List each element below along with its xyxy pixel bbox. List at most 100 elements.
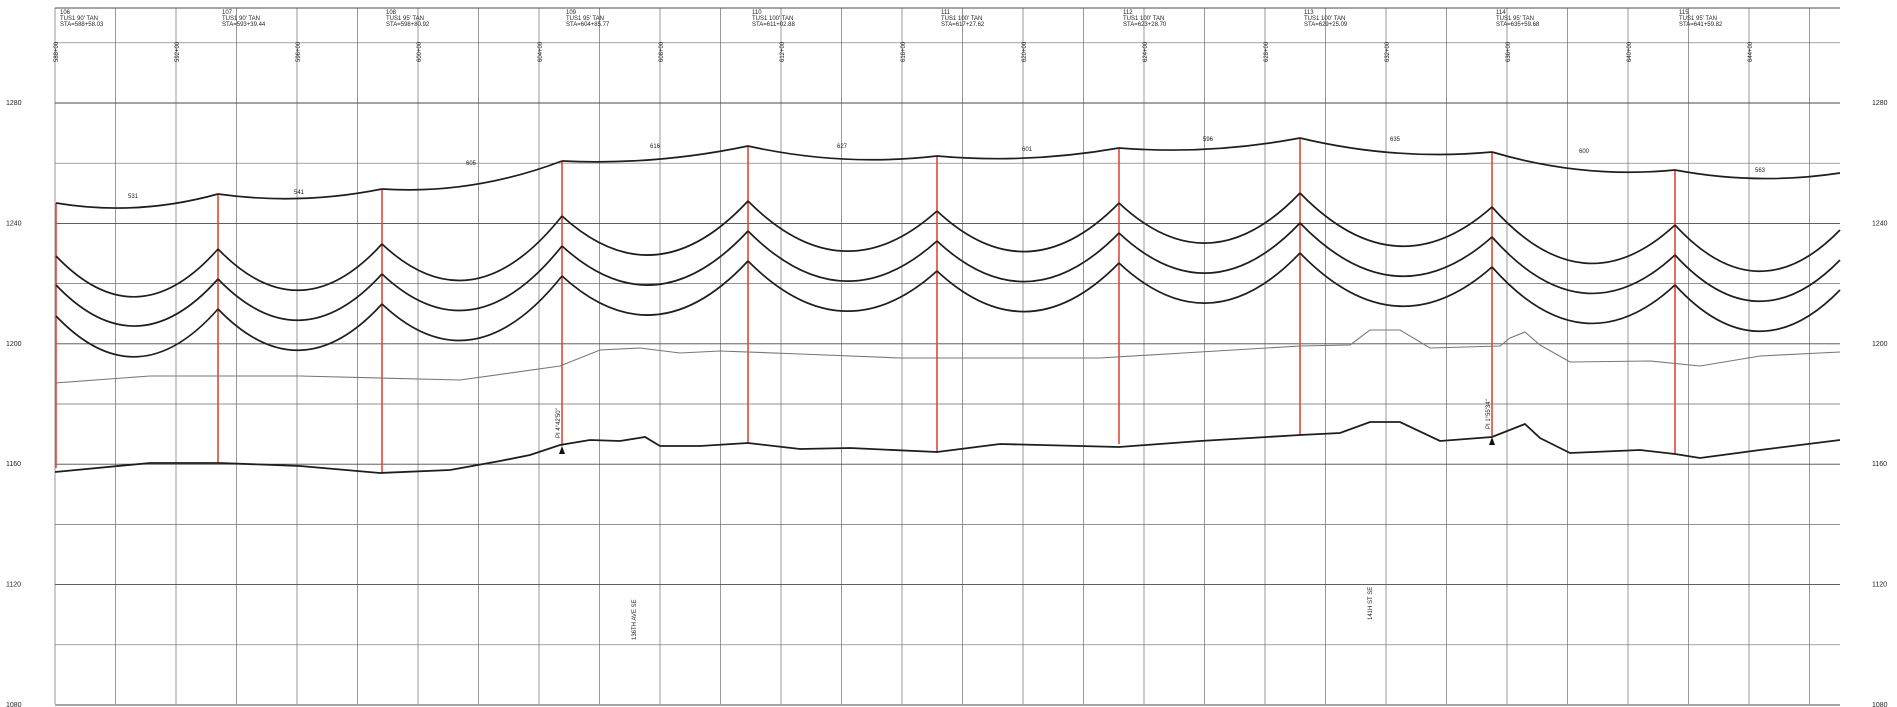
span-length-label: 601 [1022,147,1033,153]
span-length-label: 596 [1203,137,1214,143]
elevation-label-right: 1280 [1872,100,1888,107]
pole-description: TUS1 95' TAN [1679,16,1717,22]
lower-conductor-span [747,260,938,312]
pole-description: TUS1 95' TAN [1496,16,1534,22]
pi-marker-icon [1489,437,1495,445]
pi-markers: PI 4°42'50" PI 1°55'34" [556,399,1495,454]
conductor-sags [55,137,1841,358]
lower-conductor-span [1299,192,1493,248]
station-tick-label: 596+00 [296,41,302,62]
lower-conductor-span [381,215,563,282]
elevation-label-left: 1080 [6,702,22,707]
lower-conductor-span [381,245,563,312]
pole-description: TUS1 100' TAN [1304,16,1345,22]
lower-conductor-span [55,278,219,327]
pole-description: TUS1 90' TAN [60,16,98,22]
elevation-label-right: 1160 [1872,461,1887,468]
elevation-labels: 1280 1280 1240 1240 1200 1200 1160 1160 1120 1120… [6,100,1888,707]
station-tick-label: 588+00 [54,41,60,62]
lower-conductor-span [1491,266,1676,325]
pole-station: STA=588+58.03 [60,22,104,28]
pole-number: 106 [60,10,71,16]
ground-line-lower [54,421,1841,474]
pole-number: 110 [752,10,762,16]
lower-conductor-span [747,230,938,282]
lower-conductor-span [936,262,1120,313]
elevation-label-left: 1280 [6,100,22,107]
station-ticks: 588+00 592+00 596+00 600+00 604+00 608+00 612+… [54,41,1754,62]
pole-station: STA=593+39.44 [222,22,266,28]
elevation-label-left: 1200 [6,341,22,348]
pi-marker-icon [559,446,565,454]
lower-conductor-span [1118,192,1301,244]
span-length-labels: 531 541 605 616 627 601 596 635 600 563 [128,137,1766,200]
lower-conductor-span [1299,222,1493,278]
lower-conductor-span [55,248,219,298]
pole-number: 114 [1496,10,1506,16]
top-conductor-span [747,145,938,161]
pole-station: STA=635+59.68 [1496,22,1540,28]
top-conductor-span [1299,137,1493,156]
ground-profiles [54,329,1841,474]
elevation-label-right: 1120 [1872,582,1887,589]
elevation-label-right: 1240 [1872,220,1888,227]
span-length-label: 605 [466,161,477,167]
pole-number: 107 [222,10,233,16]
pole-station: STA=598+80.92 [386,22,430,28]
pole-number: 111 [941,10,951,16]
lower-conductor-span [1491,236,1676,295]
lower-conductor-span [936,232,1120,283]
lower-conductor-span [1491,206,1676,265]
lower-conductor-span [747,200,938,252]
pole-station: STA=623+28.70 [1123,22,1167,28]
lower-conductor-span [561,260,749,316]
ground-line-upper [54,329,1841,384]
pole-station: STA=641+59.82 [1679,22,1723,28]
station-tick-label: 592+00 [175,41,181,62]
pole-number: 115 [1679,10,1689,16]
elevation-label-right: 1200 [1872,341,1888,348]
station-tick-label: 644+00 [1748,41,1754,62]
lower-conductor-span [1118,252,1301,304]
pole-lines [55,138,1676,472]
span-length-label: 635 [1390,137,1401,143]
station-tick-label: 608+00 [659,41,665,62]
station-tick-label: 636+00 [1506,41,1512,62]
pole-number: 112 [1123,10,1133,16]
street-label: 141H ST SE [1368,587,1374,620]
station-tick-label: 616+00 [901,41,907,62]
pole-description: TUS1 100' TAN [941,16,982,22]
top-conductor-span [561,145,749,163]
span-length-label: 531 [128,194,139,200]
pole-number: 113 [1304,10,1314,16]
lower-conductor-span [1674,254,1841,303]
lower-conductor-span [217,243,383,292]
top-conductor-span [1118,137,1301,151]
station-tick-label: 612+00 [780,41,786,62]
lower-conductor-span [936,202,1120,253]
lower-conductor-span [217,303,383,352]
station-tick-label: 604+00 [538,41,544,62]
lower-conductor-span [1674,224,1841,273]
elevation-label-left: 1160 [6,461,21,468]
top-conductor-span [381,160,563,191]
top-conductor-span [1491,151,1676,174]
pole-number: 109 [566,10,577,16]
station-tick-label: 640+00 [1627,41,1633,62]
pole-description: TUS1 95' TAN [386,16,424,22]
lower-conductor-span [1118,222,1301,274]
lower-conductor-span [217,273,383,322]
pole-station: STA=617+27.62 [941,22,985,28]
pole-number: 108 [386,10,397,16]
street-labels: 136TH AVE SE 141H ST SE [632,587,1374,640]
lower-conductor-span [1299,252,1493,308]
